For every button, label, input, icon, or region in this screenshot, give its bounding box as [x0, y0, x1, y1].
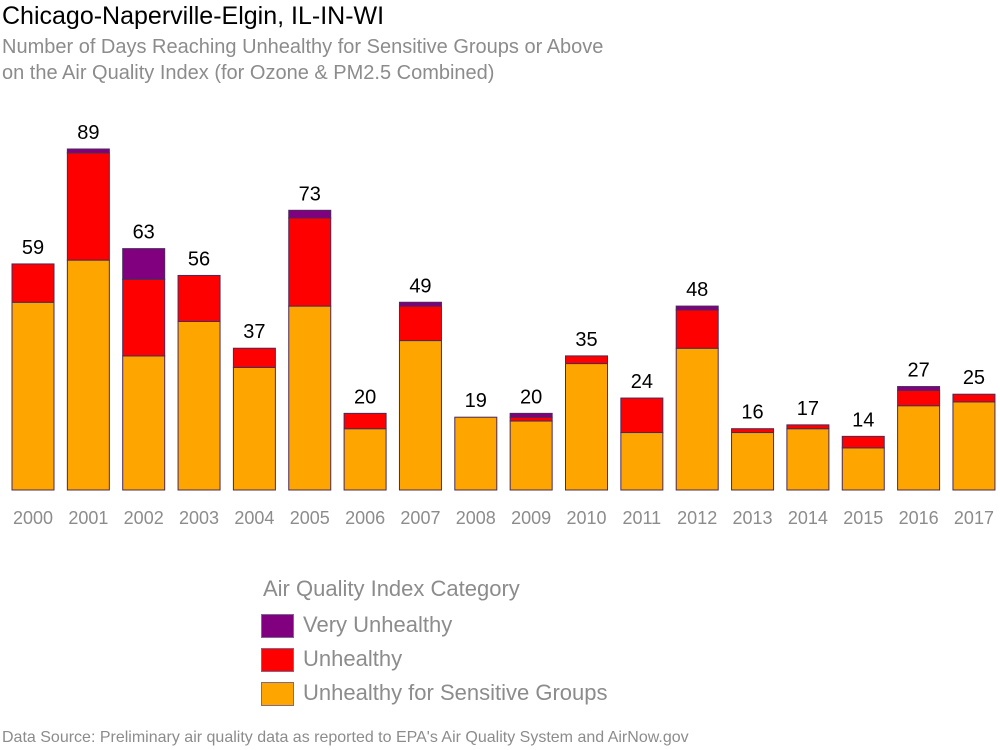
total-label-2006: 20 [354, 386, 376, 408]
total-label-2004: 37 [243, 321, 265, 343]
bar-2002-very-unhealthy [122, 248, 166, 280]
x-tick-label-2004: 2004 [234, 508, 274, 528]
x-tick-label-2017: 2017 [954, 508, 994, 528]
bar-2005-very-unhealthy [288, 209, 332, 219]
bar-2007-unhealthy-for-sensitive-groups [398, 340, 442, 491]
bar-2009-very-unhealthy [509, 412, 553, 418]
bar-2005-unhealthy-for-sensitive-groups [288, 305, 332, 491]
total-label-2015: 14 [852, 409, 874, 431]
stacked-bar-chart: 59 2000 89 2001 63 2002 56 2003 37 2004 73 2005 20 20… [11, 122, 996, 528]
total-label-2016: 27 [907, 360, 929, 382]
bar-2004-unhealthy [232, 347, 276, 368]
x-tick-label-2008: 2008 [456, 508, 496, 528]
legend-label-very-unhealthy: Very Unhealthy [303, 612, 453, 637]
x-tick-label-2002: 2002 [124, 508, 164, 528]
bar-2003-unhealthy [177, 274, 221, 322]
total-label-2013: 16 [741, 402, 763, 424]
chart-title: Chicago-Naperville-Elgin, IL-IN-WI [2, 2, 385, 30]
x-tick-label-2006: 2006 [345, 508, 385, 528]
x-tick-label-2007: 2007 [400, 508, 440, 528]
total-label-2014: 17 [797, 398, 819, 420]
total-label-2009: 20 [520, 386, 542, 408]
total-label-2012: 48 [686, 279, 708, 301]
bar-2017-unhealthy [952, 393, 996, 403]
bar-2016-unhealthy [897, 389, 941, 407]
total-label-2011: 24 [631, 371, 653, 393]
bar-2001-unhealthy-for-sensitive-groups [66, 259, 110, 491]
bar-2011-unhealthy [620, 397, 664, 434]
bar-2003-unhealthy-for-sensitive-groups [177, 320, 221, 491]
bar-2011-unhealthy-for-sensitive-groups [620, 432, 664, 491]
total-label-2010: 35 [575, 329, 597, 351]
bar-2013-unhealthy [731, 428, 775, 434]
bar-2012-very-unhealthy [675, 305, 719, 311]
x-tick-label-2001: 2001 [68, 508, 108, 528]
legend-label-unhealthy: Unhealthy [303, 646, 403, 671]
total-label-2005: 73 [299, 183, 321, 205]
bar-2012-unhealthy-for-sensitive-groups [675, 347, 719, 491]
bar-2004-unhealthy-for-sensitive-groups [232, 366, 276, 491]
x-tick-label-2010: 2010 [566, 508, 606, 528]
total-label-2000: 59 [22, 237, 44, 259]
x-tick-label-2000: 2000 [13, 508, 53, 528]
bar-2017-unhealthy-for-sensitive-groups [952, 401, 996, 491]
bar-2009-unhealthy-for-sensitive-groups [509, 420, 553, 491]
x-tick-label-2012: 2012 [677, 508, 717, 528]
bar-2006-unhealthy [343, 412, 387, 430]
bar-2014-unhealthy-for-sensitive-groups [786, 428, 830, 491]
bar-2016-very-unhealthy [897, 386, 941, 391]
x-tick-label-2015: 2015 [843, 508, 883, 528]
x-tick-label-2005: 2005 [290, 508, 330, 528]
legend-label-usg: Unhealthy for Sensitive Groups [303, 680, 608, 705]
total-label-2008: 19 [465, 390, 487, 412]
total-label-2003: 56 [188, 248, 210, 270]
legend-title: Air Quality Index Category [263, 576, 520, 601]
legend-swatch-usg [261, 682, 294, 706]
data-source-note: Data Source: Preliminary air quality dat… [2, 729, 689, 746]
bar-2002-unhealthy-for-sensitive-groups [122, 355, 166, 491]
total-label-2002: 63 [133, 222, 155, 244]
x-tick-label-2009: 2009 [511, 508, 551, 528]
bar-2010-unhealthy-for-sensitive-groups [565, 363, 608, 491]
total-label-2007: 49 [409, 275, 431, 297]
bar-2007-unhealthy [398, 305, 442, 342]
bar-2012-unhealthy [675, 309, 719, 349]
bar-2001-very-unhealthy [66, 148, 110, 154]
chart-subtitle-line-2: on the Air Quality Index (for Ozone & PM… [2, 62, 495, 84]
bar-2000-unhealthy-for-sensitive-groups [11, 301, 55, 491]
x-tick-label-2011: 2011 [622, 508, 661, 528]
bar-2000-unhealthy [11, 263, 55, 303]
chart-subtitle-line-1: Number of Days Reaching Unhealthy for Se… [2, 36, 604, 58]
bar-2006-unhealthy-for-sensitive-groups [343, 428, 387, 491]
bar-2008-unhealthy-for-sensitive-groups [454, 416, 498, 491]
bar-2007-very-unhealthy [398, 301, 442, 307]
bar-2005-unhealthy [288, 217, 332, 307]
total-label-2017: 25 [963, 367, 985, 389]
x-tick-label-2003: 2003 [179, 508, 219, 528]
x-tick-label-2014: 2014 [788, 508, 828, 528]
total-label-2001: 89 [77, 122, 99, 144]
legend-swatch-very-unhealthy [261, 614, 294, 638]
bar-2014-unhealthy [786, 424, 830, 430]
bar-2010-unhealthy [565, 355, 608, 365]
x-tick-label-2016: 2016 [899, 508, 939, 528]
bar-2001-unhealthy [66, 152, 110, 261]
bar-2009-unhealthy [509, 416, 553, 422]
bar-2013-unhealthy-for-sensitive-groups [731, 432, 775, 491]
bar-2002-unhealthy [122, 278, 166, 357]
legend-swatch-unhealthy [261, 648, 294, 672]
x-tick-label-2013: 2013 [733, 508, 773, 528]
bar-2016-unhealthy-for-sensitive-groups [897, 405, 941, 491]
bar-2015-unhealthy-for-sensitive-groups [841, 447, 885, 491]
bar-2015-unhealthy [841, 435, 885, 449]
